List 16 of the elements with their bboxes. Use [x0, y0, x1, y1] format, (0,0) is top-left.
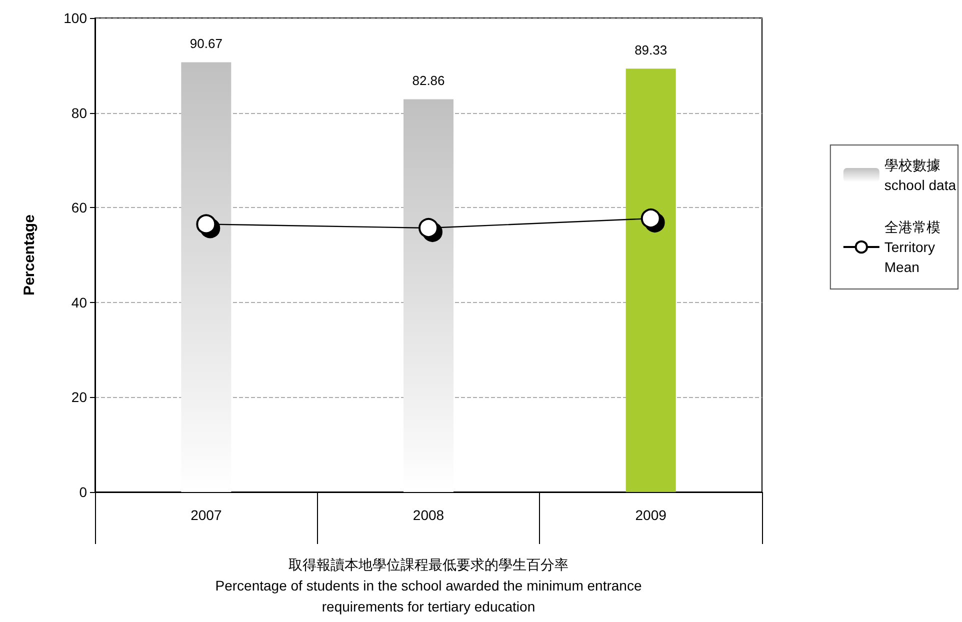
x-axis-title: 取得報讀本地學位課程最低要求的學生百分率 Percentage of students in the school awarded the minimum entrance requirements for tertiary education: [215, 556, 642, 614]
data-label: 89.33: [634, 42, 668, 58]
x-tick-label: 2007: [190, 507, 222, 523]
data-label: 90.67: [190, 36, 222, 52]
legend-label: 學校數據 school data: [884, 157, 956, 193]
y-tick-label: 40: [71, 294, 88, 310]
y-tick-label: 100: [64, 10, 88, 26]
y-tick-label: 80: [71, 104, 88, 121]
y-axis-title: Percentage: [21, 214, 38, 296]
y-tick-label: 20: [71, 389, 88, 406]
y-tick-label: 0: [79, 484, 88, 500]
legend-label: 全港常模 Territory Mean: [884, 219, 940, 275]
y-tick-label: 60: [71, 200, 88, 216]
data-label: 82.86: [412, 73, 445, 88]
x-tick-label: 2008: [412, 507, 444, 523]
x-tick-label: 2009: [635, 507, 667, 523]
